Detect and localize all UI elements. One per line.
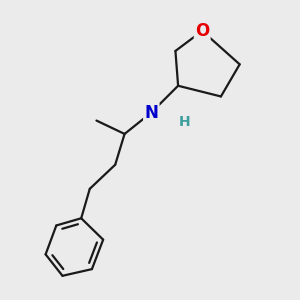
Text: N: N: [144, 103, 158, 122]
Text: H: H: [179, 115, 190, 129]
Text: O: O: [195, 22, 209, 40]
